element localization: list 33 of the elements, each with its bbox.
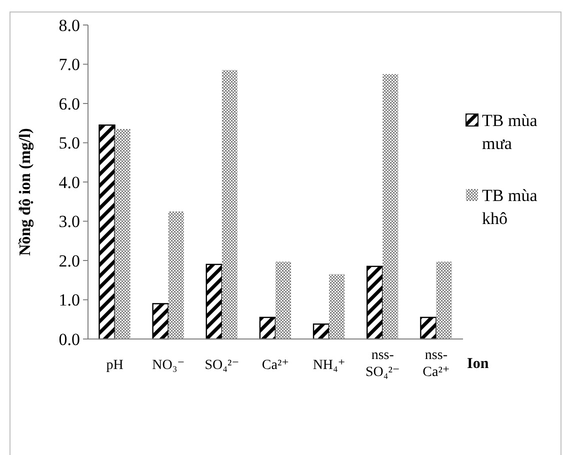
bar: [222, 70, 238, 339]
x-tick-label: pH: [106, 358, 124, 373]
x-tick-label: nss-Ca²⁺: [422, 348, 450, 380]
y-tick-label: 3.0: [58, 212, 80, 232]
y-tick-label: 1.0: [58, 290, 80, 310]
y-tick-label: 8.0: [58, 16, 80, 35]
bar: [168, 211, 184, 339]
bar: [259, 316, 276, 340]
bar: [329, 274, 345, 339]
y-tick-label: 5.0: [58, 134, 80, 153]
bar: [366, 266, 384, 340]
x-tick-label: nss-SO₄²⁻: [365, 348, 400, 380]
bar: [382, 74, 398, 339]
bar: [114, 129, 130, 339]
y-tick-label: 2.0: [58, 251, 80, 270]
x-tick-label: SO₄²⁻: [204, 358, 240, 373]
bar: [152, 303, 169, 340]
y-tick-label: 0.0: [58, 330, 80, 349]
bar: [276, 262, 292, 339]
x-axis-title: Ion: [467, 356, 490, 372]
legend-label: TB mùa mưa: [482, 111, 538, 153]
y-tick-label: 4.0: [58, 172, 80, 192]
y-axis-title: Nồng độ ion (mg/l): [17, 128, 34, 256]
y-tick-label: 6.0: [58, 94, 80, 114]
legend-label: TB mùa khô: [482, 186, 538, 228]
x-tick-label: Ca²⁺: [262, 358, 290, 373]
y-tick-label: 7.0: [58, 55, 80, 74]
bar: [420, 316, 437, 340]
x-tick-label: NO₃⁻: [152, 358, 185, 373]
x-tick-label: NH₄⁺: [312, 358, 346, 373]
bar: [98, 124, 116, 340]
bar: [436, 262, 452, 339]
bar: [206, 264, 223, 340]
